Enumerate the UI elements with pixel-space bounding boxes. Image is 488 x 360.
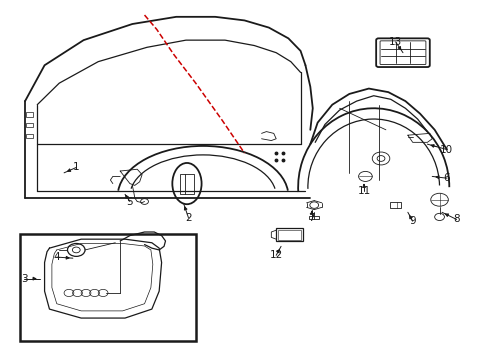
Text: 8: 8: [452, 215, 459, 224]
Text: 12: 12: [269, 250, 282, 260]
Text: 10: 10: [439, 144, 452, 154]
Bar: [180, 174, 193, 194]
Bar: [389, 202, 400, 208]
Text: 4: 4: [53, 252, 60, 262]
Bar: [26, 134, 33, 138]
Bar: [309, 216, 319, 220]
Text: 9: 9: [408, 216, 415, 226]
Text: 11: 11: [357, 186, 370, 196]
Bar: [26, 123, 33, 127]
Text: 13: 13: [388, 37, 402, 47]
Bar: [276, 228, 303, 241]
Text: 1: 1: [73, 162, 80, 172]
Text: 6: 6: [443, 173, 449, 183]
Text: 7: 7: [308, 213, 314, 222]
Bar: [26, 112, 33, 117]
Bar: [20, 234, 195, 341]
Text: 5: 5: [126, 197, 133, 207]
Bar: [278, 230, 301, 239]
Text: 3: 3: [21, 274, 27, 284]
Text: 2: 2: [185, 213, 191, 222]
